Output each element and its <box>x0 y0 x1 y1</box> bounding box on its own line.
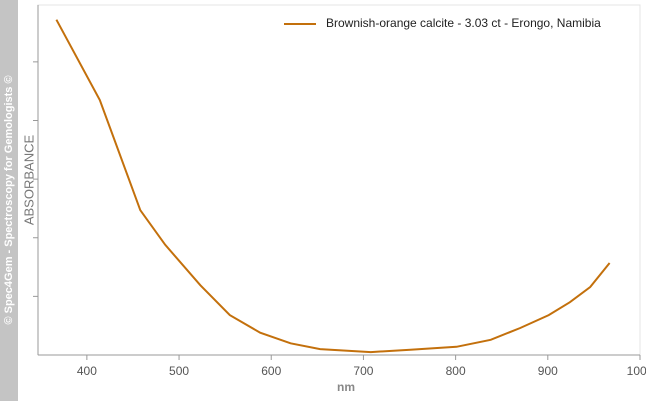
x-tick-label: 500 <box>169 364 189 378</box>
spectrum-line <box>55 19 611 354</box>
y-axis-label: ABSORBANCE <box>21 135 36 226</box>
x-axis-label: nm <box>337 380 355 394</box>
x-tick-label: 700 <box>353 364 373 378</box>
legend-label: Brownish-orange calcite - 3.03 ct - Eron… <box>326 16 601 30</box>
watermark-bar <box>0 0 18 401</box>
x-tick-label: 400 <box>77 364 97 378</box>
x-tick-label: 900 <box>538 364 558 378</box>
watermark: © Spec4Gem - Spectroscopy for Gemologist… <box>3 75 15 324</box>
x-tick-label: 600 <box>261 364 281 378</box>
x-tick-label: 800 <box>446 364 466 378</box>
x-tick-label: 1000 <box>627 364 646 378</box>
